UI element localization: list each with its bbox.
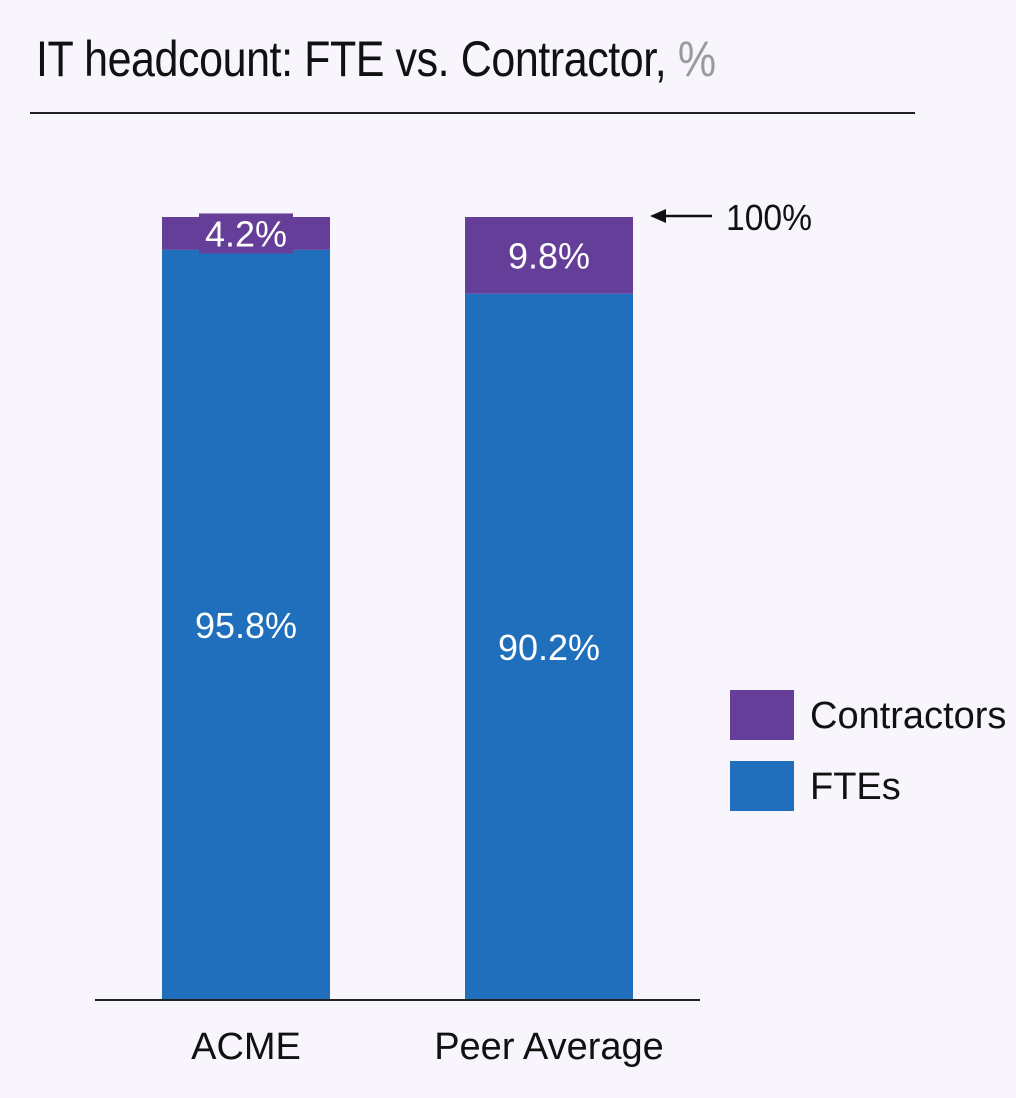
x-tick-label-acme: ACME — [191, 1026, 301, 1068]
chart-title-text: IT headcount: FTE vs. Contractor, — [36, 31, 667, 87]
data-label-acme-ftes: 95.8% — [195, 605, 297, 646]
chart-title: IT headcount: FTE vs. Contractor, % — [36, 30, 716, 88]
labels-layer: 95.8% 4.2% 90.2% 9.8% — [195, 213, 600, 668]
legend-label-ftes: FTEs — [810, 766, 901, 808]
x-tick-labels: ACME Peer Average — [191, 1026, 664, 1068]
annotation-label: 100% — [726, 197, 812, 238]
legend-swatch-contractors — [730, 690, 794, 740]
bar-peer-average-ftes — [465, 293, 633, 1000]
annotation-arrow-head — [650, 209, 666, 223]
legend-label-contractors: Contractors — [810, 695, 1006, 737]
data-label-acme-contractors: 4.2% — [205, 213, 287, 254]
chart-title-unit: % — [677, 31, 716, 87]
legend: Contractors FTEs — [730, 690, 1006, 811]
total-annotation: 100% — [650, 197, 812, 238]
title-divider — [30, 112, 915, 114]
x-tick-label-peer-average: Peer Average — [434, 1026, 664, 1068]
data-label-box-acme-contractors — [199, 213, 293, 254]
bar-peer-average-contractors — [465, 217, 633, 294]
data-label-peer-average-contractors: 9.8% — [508, 235, 590, 276]
data-label-peer-average-ftes: 90.2% — [498, 627, 600, 668]
legend-swatch-ftes — [730, 761, 794, 811]
bar-acme-ftes — [162, 249, 330, 1001]
